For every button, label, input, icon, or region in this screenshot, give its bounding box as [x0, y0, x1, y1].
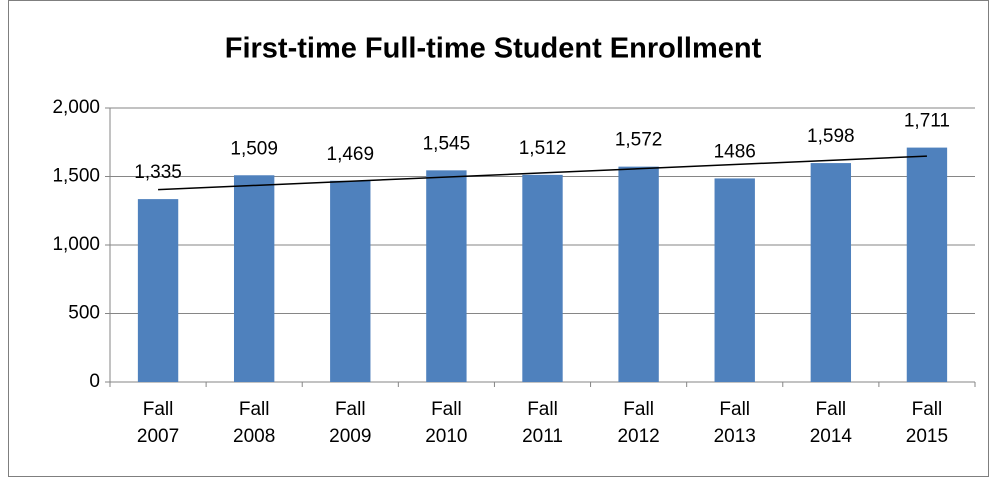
bar: [618, 166, 659, 382]
bar: [810, 163, 852, 382]
y-tick-label: 500: [68, 303, 100, 324]
bar: [330, 180, 371, 382]
y-tick-label: 0: [89, 371, 100, 392]
bar: [522, 174, 563, 382]
bar: [714, 178, 755, 382]
bar: [137, 199, 179, 382]
x-tick-label: Fall 2015: [905, 399, 949, 447]
trendline: [158, 155, 927, 191]
bar: [233, 175, 275, 382]
data-label: 1,598: [807, 126, 855, 147]
x-tick-label: Fall 2011: [522, 399, 563, 447]
y-tick-label: 1,000: [52, 234, 100, 255]
x-tick-label: Fall 2012: [617, 399, 660, 447]
data-label: 1486: [714, 141, 756, 162]
x-tick-label: Fall 2009: [329, 399, 372, 447]
x-tick-label: Fall 2007: [136, 399, 180, 447]
x-tick-label: Fall 2014: [809, 399, 852, 447]
y-tick-label: 1,500: [52, 166, 100, 187]
data-label: 1,545: [423, 133, 471, 154]
data-label: 1,572: [615, 130, 663, 151]
bar: [906, 147, 948, 382]
x-tick-label: Fall 2010: [425, 399, 468, 447]
y-tick-label: 2,000: [52, 97, 100, 118]
data-label: 1,335: [134, 162, 182, 183]
x-tick-label: Fall 2008: [233, 399, 276, 447]
chart-title: First-time Full-time Student Enrollment: [225, 33, 762, 65]
data-label: 1,509: [230, 138, 278, 159]
bar: [426, 170, 467, 382]
data-label: 1,711: [904, 111, 950, 132]
x-tick-label: Fall 2013: [713, 399, 756, 447]
data-label: 1,469: [327, 144, 375, 165]
data-label: 1,512: [519, 138, 567, 159]
